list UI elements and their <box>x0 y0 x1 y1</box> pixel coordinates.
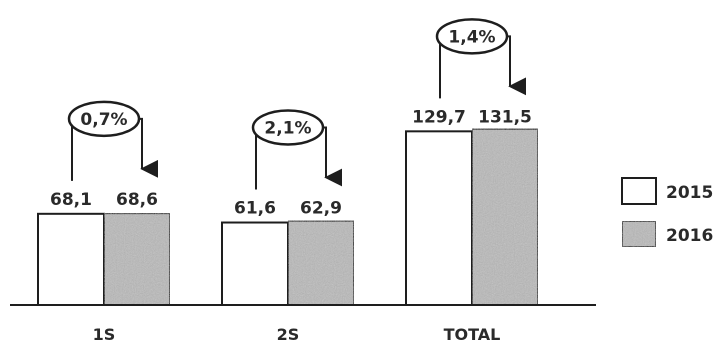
change-bracket-left-1s <box>69 117 73 181</box>
value-label-2016-total: 131,5 <box>478 107 532 127</box>
change-label-2s: 2,1% <box>264 119 311 139</box>
change-label-total: 1,4% <box>448 27 495 47</box>
change-arrow-2s <box>323 126 343 187</box>
value-label-2015-total: 129,7 <box>412 107 466 127</box>
category-label-2s: 2S <box>277 325 300 344</box>
bars-layer <box>37 127 539 307</box>
change-bubble-total <box>435 18 509 55</box>
value-label-2016-1s: 68,6 <box>116 190 158 210</box>
change-arrow-1s <box>139 117 159 178</box>
change-bubble-1s <box>67 100 141 138</box>
change-bracket-left-2s <box>253 126 257 190</box>
bar-2015-2s <box>221 221 289 306</box>
category-label-total: TOTAL <box>444 325 501 344</box>
value-label-2015-1s: 68,1 <box>50 190 92 210</box>
value-label-2015-2s: 61,6 <box>234 199 276 219</box>
bar-2016-total <box>471 127 539 306</box>
legend: 2015 2016 <box>621 177 713 248</box>
labels-layer: 68,1 68,6 1S 61,6 62,9 2S 129,7 131,5 TOTAL <box>50 107 532 344</box>
legend-label-2015: 2015 <box>666 183 713 203</box>
bar-2015-1s <box>37 212 105 306</box>
change-bracket-left-total <box>437 35 441 99</box>
change-label-1s: 0,7% <box>80 110 127 130</box>
bar-2016-1s <box>103 212 171 307</box>
annotations-layer: 0,7% 2,1% 1,4% <box>67 18 527 190</box>
bar-2015-total <box>405 130 473 306</box>
value-label-2016-2s: 62,9 <box>300 199 342 219</box>
legend-swatch-2015 <box>621 177 657 205</box>
change-bubble-2s <box>251 109 325 146</box>
legend-label-2016: 2016 <box>666 226 713 246</box>
change-arrow-total <box>507 35 527 96</box>
category-label-1s: 1S <box>93 325 116 344</box>
bar-2016-2s <box>287 219 355 306</box>
legend-swatch-2016 <box>621 220 657 248</box>
